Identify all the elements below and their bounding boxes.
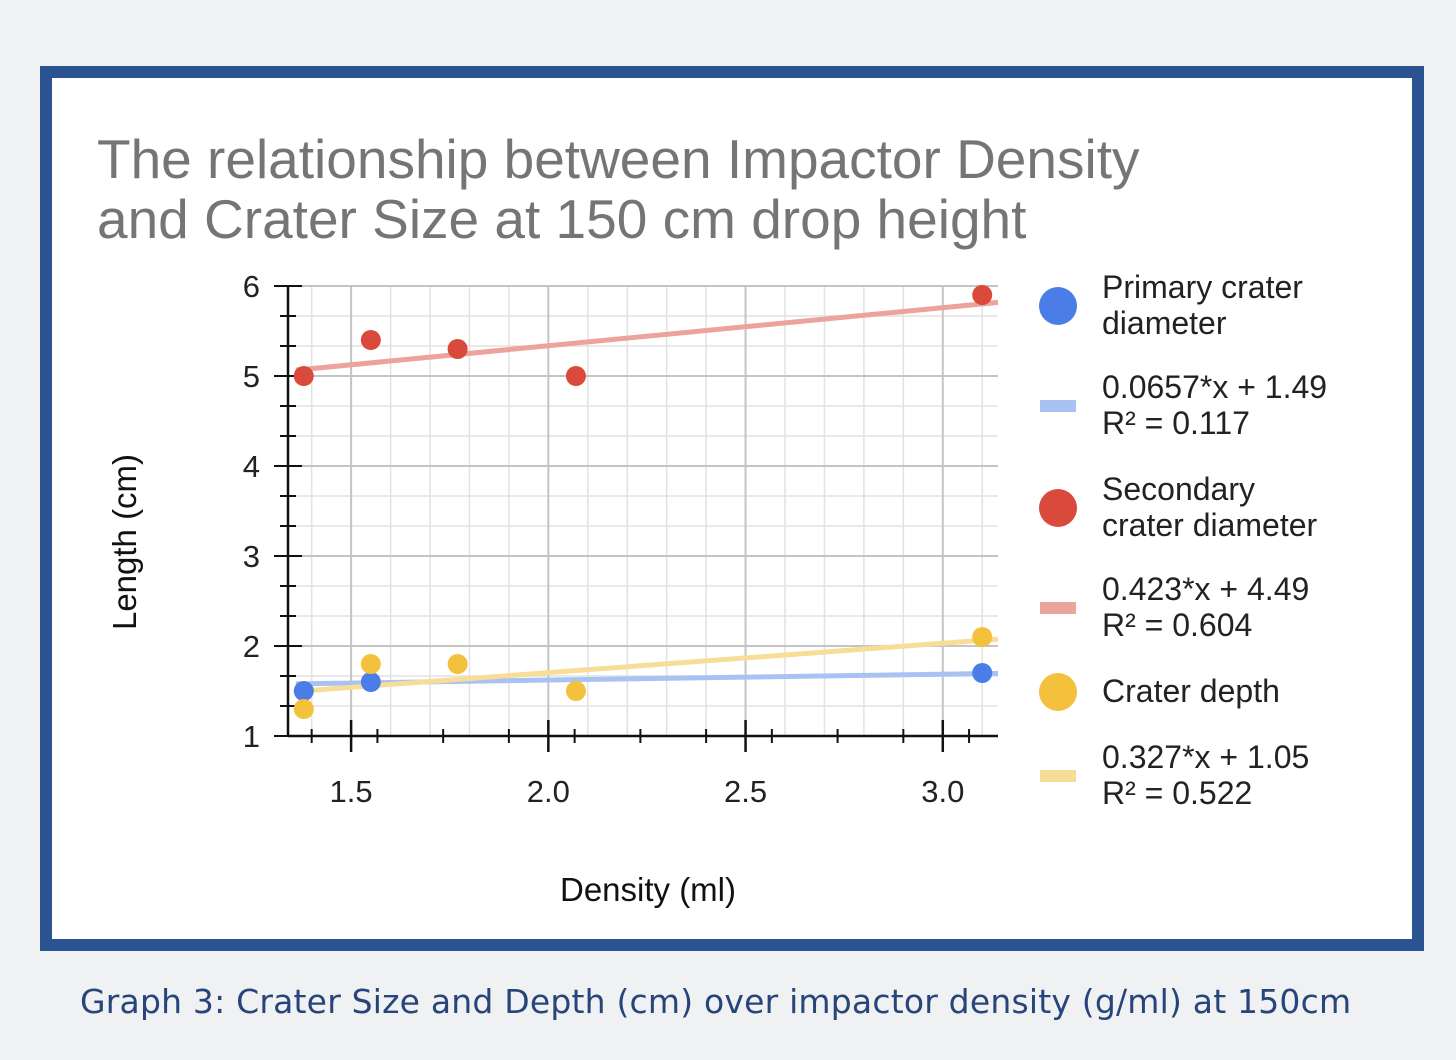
data-points [293, 285, 993, 719]
legend-entry-text: R² = 0.604 [1102, 607, 1252, 643]
legend-entry-text: 0.423*x + 4.49 [1102, 571, 1309, 607]
legend-marker-line [1040, 770, 1076, 782]
legend-entry-text: 0.0657*x + 1.49 [1102, 369, 1327, 405]
legend-marker-dot [1039, 673, 1077, 711]
legend-entry-text: Secondary [1102, 471, 1255, 507]
x-axis-label: Density (ml) [560, 871, 736, 908]
data-point-series-2 [360, 654, 381, 674]
x-tick-label: 1.5 [330, 774, 373, 809]
data-point-series-0 [972, 663, 993, 683]
legend-entry-text: Crater depth [1102, 673, 1280, 709]
legend-marker-dot [1039, 489, 1077, 527]
data-point-series-1 [360, 330, 381, 350]
data-point-series-1 [293, 366, 314, 386]
legend-entry-text: diameter [1102, 305, 1227, 341]
y-tick-label: 4 [243, 449, 260, 484]
data-point-series-2 [447, 654, 468, 674]
legend-entry-text: crater diameter [1102, 507, 1318, 543]
data-point-series-2 [565, 681, 586, 701]
legend-marker-dot [1039, 287, 1077, 325]
data-point-series-1 [972, 285, 993, 305]
chart-grid [288, 285, 998, 737]
y-tick-label: 2 [243, 629, 260, 664]
data-point-series-2 [972, 627, 993, 647]
tick-labels: 1.5 2.0 2.5 3.0 1 2 3 4 5 6 [243, 269, 965, 809]
data-point-series-0 [293, 681, 314, 701]
data-point-series-1 [447, 339, 468, 359]
x-tick-label: 3.0 [921, 774, 964, 809]
x-tick-label: 2.0 [527, 774, 570, 809]
trend-line-series-1 [295, 299, 999, 373]
legend-entry-text: 0.327*x + 1.05 [1102, 739, 1309, 775]
y-tick-label: 3 [243, 539, 260, 574]
y-tick-label: 6 [243, 269, 260, 304]
data-point-series-2 [293, 699, 314, 719]
legend-marker-line [1040, 400, 1076, 412]
y-axis-label: Length (cm) [106, 454, 143, 630]
chart-title-line-2: and Crater Size at 150 cm drop height [97, 188, 1026, 250]
x-tick-label: 2.5 [724, 774, 767, 809]
data-point-series-1 [565, 366, 586, 386]
chart-title-line-1: The relationship between Impactor Densit… [97, 128, 1140, 190]
y-tick-label: 5 [243, 359, 260, 394]
chart-axes [274, 285, 998, 752]
legend-marker-line [1040, 602, 1076, 614]
y-tick-label: 1 [243, 719, 260, 754]
data-point-series-0 [360, 672, 381, 692]
scatter-chart: The relationship between Impactor Densit… [97, 128, 1327, 908]
trend-lines [295, 299, 999, 694]
legend-entry-text: R² = 0.117 [1102, 405, 1250, 441]
legend-entry-text: R² = 0.522 [1102, 775, 1252, 811]
graph-caption: Graph 3: Crater Size and Depth (cm) over… [80, 982, 1352, 1021]
trend-line-series-2 [295, 636, 999, 694]
chart-frame: The relationship between Impactor Densit… [40, 66, 1424, 951]
legend-entry-text: Primary crater [1102, 269, 1303, 305]
